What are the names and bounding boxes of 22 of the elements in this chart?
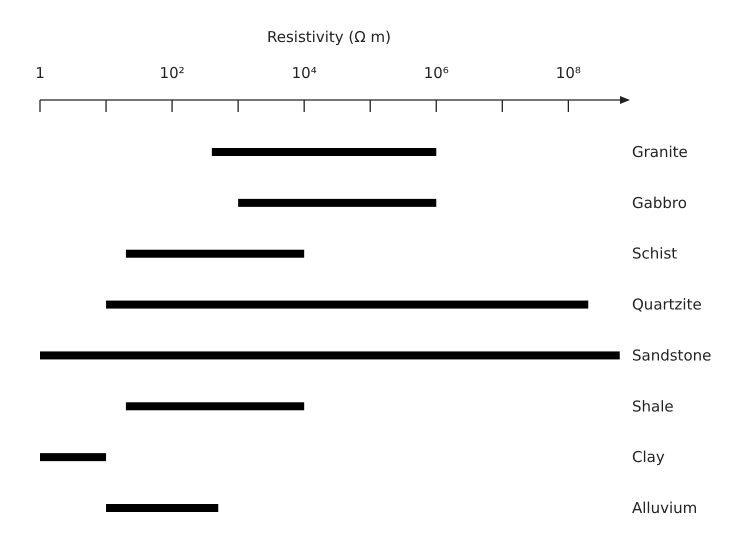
bar	[106, 504, 218, 512]
y-tick-label: Gabbro	[632, 194, 687, 212]
bar	[212, 148, 436, 156]
x-tick-label: 10⁴	[292, 64, 317, 82]
y-tick-label: Sandstone	[632, 346, 712, 364]
x-tick-label: 10⁸	[556, 64, 581, 82]
x-tick-label: 10⁶	[424, 64, 449, 82]
x-axis-title: Resistivity (Ω m)	[267, 28, 391, 46]
bar	[126, 402, 304, 410]
x-tick-label: 1	[35, 64, 45, 82]
x-tick-label: 10²	[160, 64, 185, 82]
bar	[40, 351, 620, 360]
bar	[238, 198, 436, 207]
y-tick-label: Granite	[632, 143, 688, 161]
y-tick-label: Clay	[632, 448, 665, 466]
bar	[126, 250, 304, 258]
bar	[40, 453, 106, 462]
y-tick-label: Schist	[632, 244, 678, 263]
y-tick-label: Alluvium	[632, 499, 698, 517]
bar	[106, 300, 588, 309]
y-tick-label: Quartzite	[632, 296, 702, 314]
y-tick-label: Shale	[632, 397, 674, 416]
